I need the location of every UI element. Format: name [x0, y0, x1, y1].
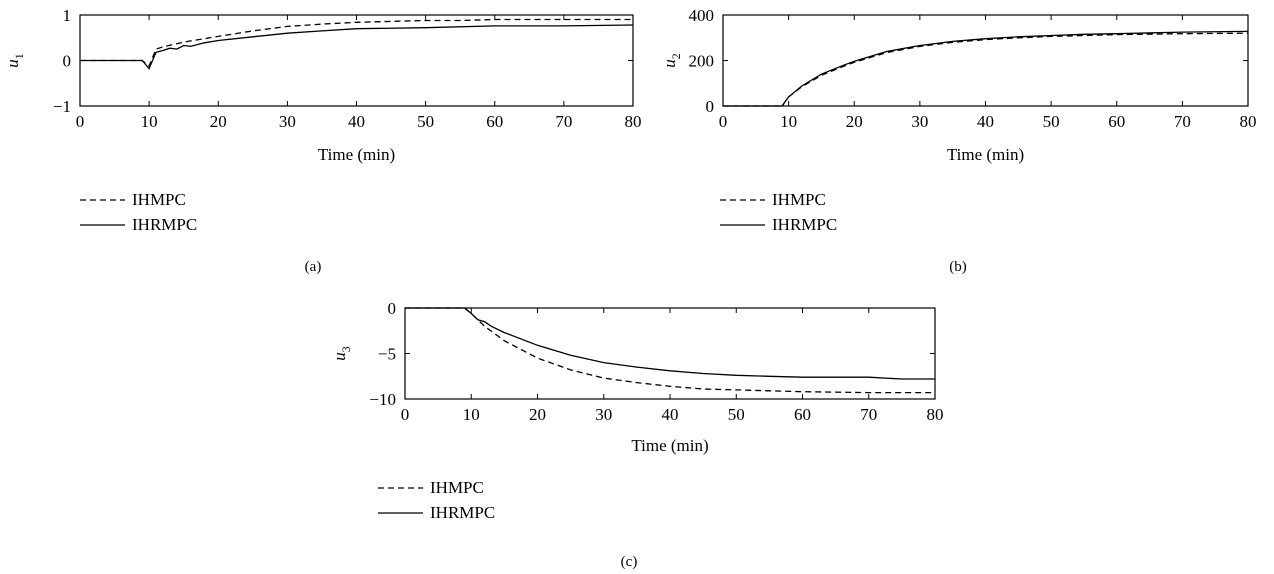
- y-tick-label: 0: [706, 97, 715, 116]
- y-axis-label-subscript: 3: [339, 346, 353, 352]
- y-axis-label: u1: [3, 53, 26, 68]
- x-tick-label: 30: [595, 405, 612, 424]
- legend-label: IHRMPC: [132, 215, 197, 234]
- x-tick-label: 40: [662, 405, 679, 424]
- x-tick-label: 30: [911, 112, 928, 131]
- x-tick-label: 0: [719, 112, 728, 131]
- legend-label: IHMPC: [132, 190, 186, 209]
- y-axis-label: u3: [330, 346, 353, 361]
- x-tick-label: 10: [780, 112, 797, 131]
- y-tick-label: −10: [369, 390, 396, 409]
- legend: IHMPC IHRMPC: [80, 190, 197, 234]
- legend: IHMPC IHRMPC: [378, 478, 495, 522]
- plot-frame: [722, 14, 1249, 107]
- x-tick-label: 80: [927, 405, 944, 424]
- x-tick-label: 60: [794, 405, 811, 424]
- legend: IHMPC IHRMPC: [720, 190, 837, 234]
- x-tick-label: 20: [529, 405, 546, 424]
- x-tick-label: 20: [846, 112, 863, 131]
- x-tick-label: 40: [977, 112, 994, 131]
- series-line-ihmpc: [723, 32, 1249, 107]
- x-tick-label: 60: [486, 112, 503, 131]
- y-axis-label-main: u: [660, 59, 679, 68]
- y-axis-label-subscript: 2: [669, 53, 683, 59]
- y-axis-label-main: u: [330, 352, 349, 361]
- x-tick-label: 0: [76, 112, 85, 131]
- x-axis-label: Time (min): [318, 145, 395, 164]
- y-axis-label: u2: [660, 53, 683, 68]
- x-tick-label: 50: [728, 405, 745, 424]
- series-line-ihrmpc: [405, 307, 935, 380]
- legend-label: IHMPC: [430, 478, 484, 497]
- panel-label: (a): [305, 259, 322, 275]
- x-tick-label: 70: [1174, 112, 1191, 131]
- y-tick-label: 0: [63, 52, 72, 71]
- panel-label: (b): [949, 259, 967, 275]
- x-tick-label: 20: [210, 112, 227, 131]
- chart-panel-1: 0 10 20 30 40 50 60 70 80 0 200 400 Time (min) u2 IHMP…: [660, 6, 1257, 275]
- x-tick-label: 80: [1240, 112, 1257, 131]
- x-axis-label: Time (min): [947, 145, 1024, 164]
- series-line-ihrmpc: [723, 30, 1249, 107]
- y-axis-label-main: u: [3, 59, 22, 68]
- x-tick-label: 10: [463, 405, 480, 424]
- x-axis-label: Time (min): [631, 436, 708, 455]
- chart-panel-2: 0 10 20 30 40 50 60 70 80 −10 −5 0 Time (min) u3 IHMPC…: [330, 299, 944, 570]
- y-tick-label: 0: [388, 299, 397, 318]
- x-tick-label: 70: [555, 112, 572, 131]
- x-tick-label: 0: [401, 405, 410, 424]
- legend-label: IHRMPC: [772, 215, 837, 234]
- x-tick-label: 60: [1108, 112, 1125, 131]
- y-axis-label-subscript: 1: [12, 53, 26, 59]
- legend-label: IHMPC: [772, 190, 826, 209]
- y-tick-label: 200: [689, 52, 715, 71]
- legend-label: IHRMPC: [430, 503, 495, 522]
- x-tick-label: 30: [279, 112, 296, 131]
- x-tick-label: 80: [625, 112, 642, 131]
- x-tick-label: 70: [860, 405, 877, 424]
- series-line-ihmpc: [80, 18, 633, 68]
- x-tick-label: 50: [1043, 112, 1060, 131]
- panel-label: (c): [621, 554, 638, 570]
- y-tick-label: −1: [53, 97, 71, 116]
- y-tick-label: −5: [378, 345, 396, 364]
- series-line-ihmpc: [405, 307, 935, 394]
- y-tick-label: 400: [689, 6, 715, 25]
- y-tick-label: 1: [63, 6, 72, 25]
- x-tick-label: 40: [348, 112, 365, 131]
- series-line-ihrmpc: [80, 24, 634, 70]
- x-tick-label: 50: [417, 112, 434, 131]
- x-tick-label: 10: [141, 112, 158, 131]
